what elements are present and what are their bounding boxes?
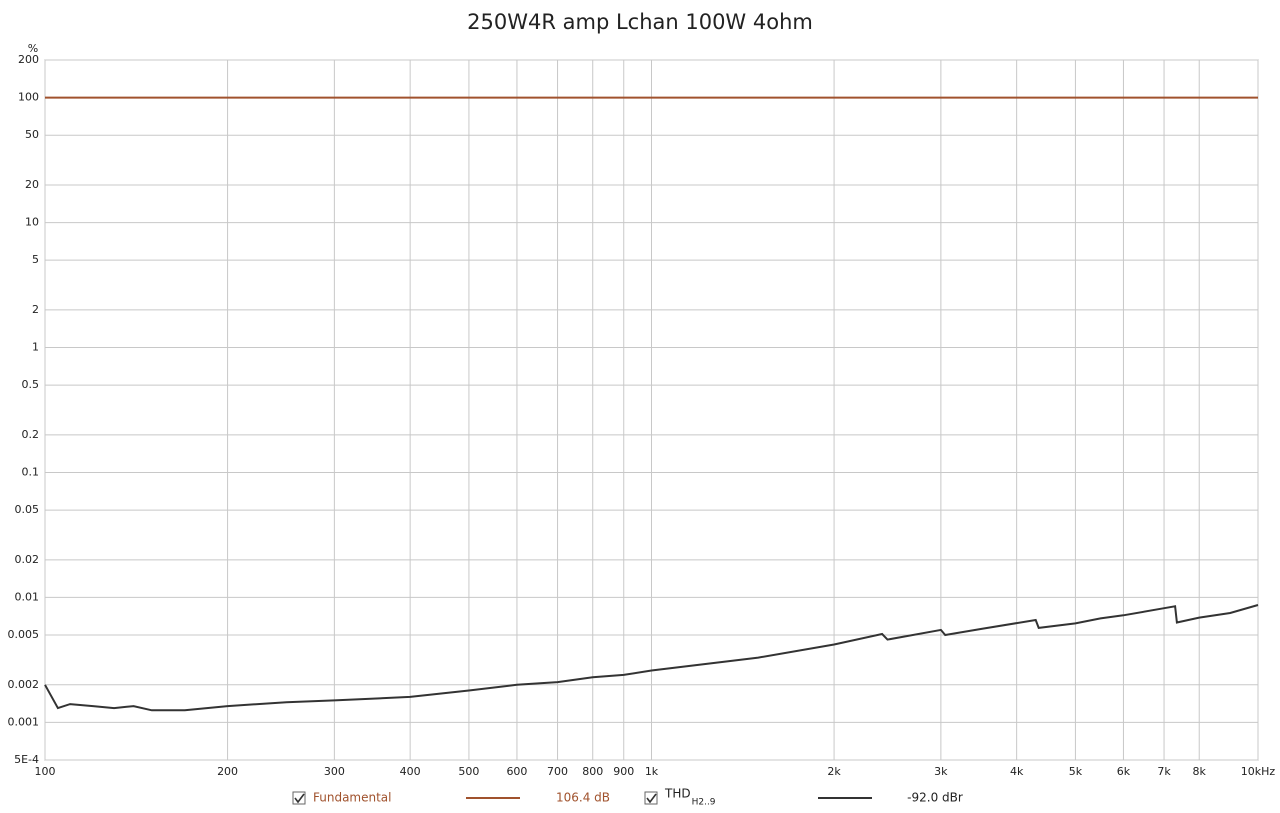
legend-item[interactable]: Fundamental 106.4 dB — [292, 791, 610, 805]
y-tick-label: 50 — [25, 128, 39, 141]
series-line — [44, 604, 1259, 712]
y-tick-label: 0.001 — [8, 715, 40, 728]
legend-checkbox — [644, 791, 658, 805]
x-tick-label: 500 — [458, 765, 479, 778]
x-tick-label: 900 — [613, 765, 634, 778]
x-tick-label: 3k — [934, 765, 948, 778]
x-tick-label: 8k — [1193, 765, 1207, 778]
x-tick-label: 800 — [582, 765, 603, 778]
x-tick-label: 300 — [324, 765, 345, 778]
y-tick-label: 2 — [32, 303, 39, 316]
x-tick-label: 7k — [1157, 765, 1171, 778]
chart-title: 250W4R amp Lchan 100W 4ohm — [467, 10, 813, 34]
x-tick-label: 400 — [400, 765, 421, 778]
y-tick-label: 0.002 — [8, 678, 40, 691]
y-tick-label: 10 — [25, 216, 39, 229]
y-tick-label: 20 — [25, 178, 39, 191]
x-tick-label: 600 — [506, 765, 527, 778]
y-tick-label: 5E-4 — [14, 753, 39, 766]
legend-value: -92.0 dBr — [907, 791, 963, 805]
y-tick-label: 0.5 — [22, 378, 40, 391]
legend-checkbox — [292, 791, 306, 805]
y-tick-label: 5 — [32, 253, 39, 266]
legend-name: THD — [664, 787, 691, 801]
y-axis-label: % — [28, 42, 38, 55]
legend-check — [646, 793, 657, 804]
y-tick-label: 0.005 — [8, 628, 40, 641]
x-tick-label: 10kHz — [1241, 765, 1276, 778]
x-tick-label: 1k — [645, 765, 659, 778]
x-tick-label: 4k — [1010, 765, 1024, 778]
x-tick-label: 2k — [827, 765, 841, 778]
x-tick-label: 100 — [35, 765, 56, 778]
y-tick-label: 100 — [18, 91, 39, 104]
y-tick-label: 0.05 — [15, 503, 40, 516]
legend-name: Fundamental — [313, 791, 392, 805]
x-tick-label: 6k — [1117, 765, 1131, 778]
y-tick-label: 200 — [18, 53, 39, 66]
x-tick-label: 5k — [1069, 765, 1083, 778]
legend-value: 106.4 dB — [556, 791, 610, 805]
x-tick-label: 200 — [217, 765, 238, 778]
y-tick-label: 0.02 — [15, 553, 40, 566]
y-tick-label: 0.2 — [22, 428, 40, 441]
y-tick-label: 0.01 — [15, 590, 40, 603]
legend-check — [294, 793, 305, 804]
y-tick-label: 0.1 — [22, 465, 40, 478]
x-tick-label: 700 — [547, 765, 568, 778]
legend-subscript: H2..9 — [692, 798, 716, 808]
y-tick-label: 1 — [32, 341, 39, 354]
